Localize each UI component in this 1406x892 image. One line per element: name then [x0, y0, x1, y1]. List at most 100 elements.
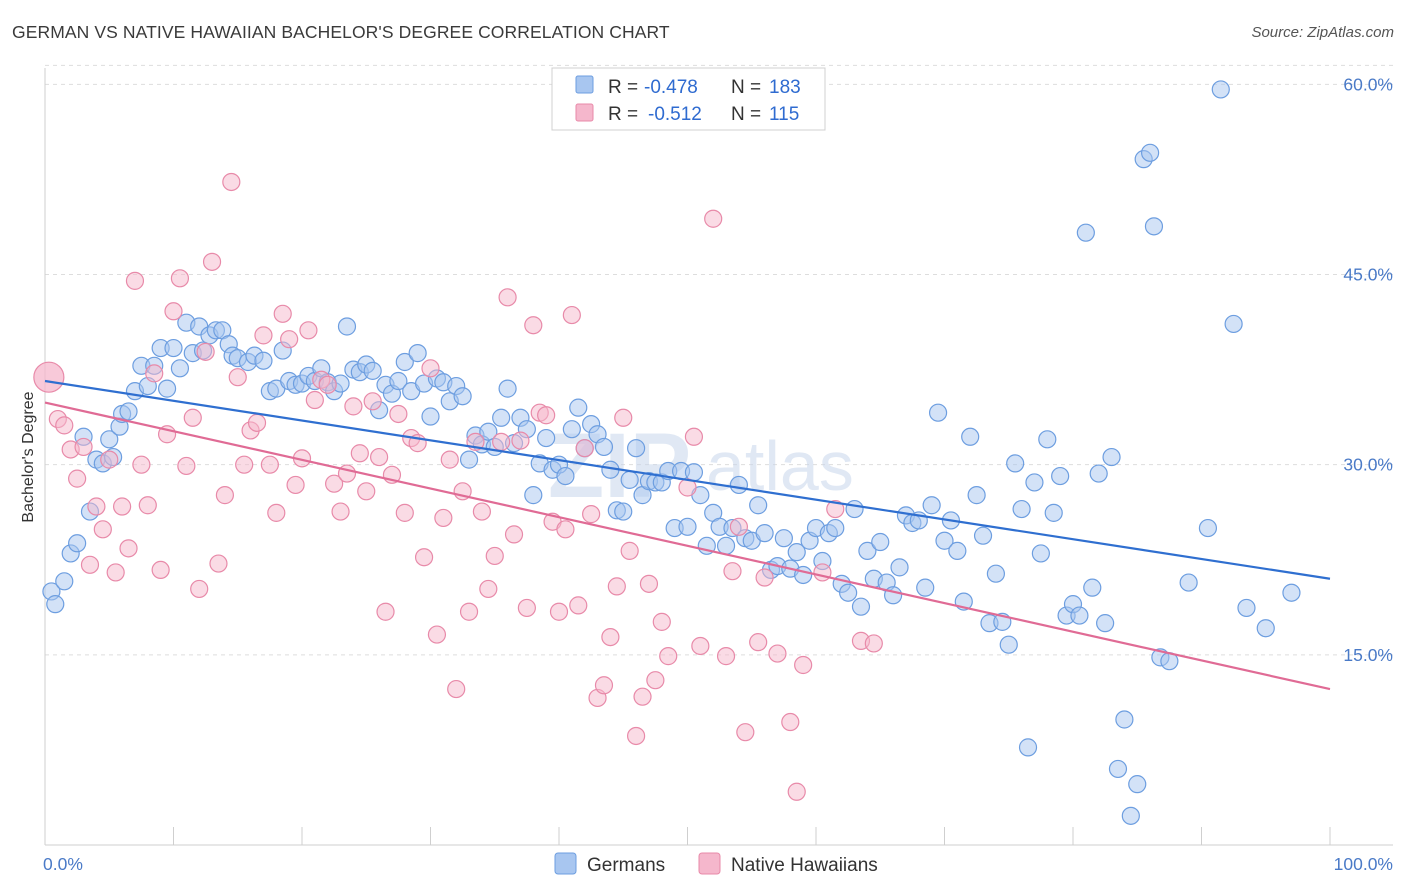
native-hawaiians-point [447, 679, 466, 699]
germans-point [1121, 806, 1140, 825]
germans-point [537, 428, 556, 448]
native-hawaiians-point [215, 486, 234, 505]
germans-point [421, 407, 440, 426]
native-hawaiians-point [459, 602, 479, 621]
legend-r-label-0: R = [608, 77, 638, 98]
germans-point [1012, 499, 1031, 519]
germans-point [826, 518, 845, 538]
germans-point [46, 595, 65, 614]
native-hawaiians-point [196, 342, 215, 361]
germans-point [749, 496, 768, 515]
bottom-legend-germans: Germans [587, 855, 665, 876]
legend-n-value-1: 115 [769, 104, 799, 125]
native-hawaiians-point [729, 517, 749, 536]
native-hawaiians-point [228, 368, 247, 387]
native-hawaiians-point [80, 555, 100, 574]
source-label: Source: ZipAtlas.com [1251, 24, 1394, 41]
native-hawaiians-point [74, 437, 93, 457]
native-hawaiians-point [794, 655, 813, 675]
native-hawaiians-point [639, 574, 659, 593]
native-hawaiians-point [421, 359, 440, 378]
native-hawaiians-point [267, 503, 286, 522]
native-hawaiians-point [684, 427, 704, 446]
germans-point [389, 371, 408, 391]
native-hawaiians-point [389, 404, 408, 424]
native-hawaiians-point [594, 676, 614, 695]
legend-r-value-1: -0.512 [648, 104, 702, 125]
bottom-legend-swatch-native-hawaiians [698, 852, 721, 875]
y-tick-label-15: 15.0% [1343, 645, 1393, 665]
native-hawaiians-trend-line [44, 401, 1331, 691]
germans-point [626, 439, 646, 458]
native-hawaiians-point [562, 305, 581, 325]
native-hawaiians-point [305, 390, 324, 410]
germans-point [1211, 80, 1230, 99]
native-hawaiians-point [440, 450, 459, 469]
native-hawaiians-point [363, 392, 382, 411]
germans-point [524, 486, 543, 505]
germans-point [337, 317, 357, 336]
native-hawaiians-point [633, 687, 652, 706]
native-hawaiians-point [209, 554, 228, 573]
native-hawaiians-point [549, 602, 569, 621]
native-hawaiians-point [164, 302, 183, 321]
germans-point [1140, 143, 1160, 162]
germans-point [774, 529, 793, 548]
native-hawaiians-point [749, 633, 768, 652]
native-hawaiians-point [318, 375, 337, 394]
germans-point [1044, 503, 1063, 522]
germans-point [492, 408, 511, 427]
germans-point [157, 379, 177, 398]
germans-point [1256, 619, 1275, 638]
germans-point [871, 532, 890, 552]
native-hawaiians-point [652, 612, 671, 631]
native-hawaiians-point [659, 647, 678, 666]
native-hawaiians-point [370, 447, 389, 467]
native-hawaiians-point [781, 712, 800, 732]
native-hawaiians-point [55, 416, 74, 435]
germans-point [100, 430, 119, 449]
germans-point [787, 543, 806, 562]
native-hawaiians-point [119, 539, 138, 558]
germans-point [716, 536, 736, 555]
germans-point [459, 450, 479, 469]
native-hawaiians-point [492, 432, 511, 451]
native-hawaiians-point [247, 413, 267, 432]
native-hawaiians-point [145, 364, 164, 383]
legend-r-label-1: R = [608, 104, 638, 125]
native-hawaiians-point [299, 321, 318, 340]
germans-point [1102, 447, 1121, 467]
germans-point [999, 635, 1018, 654]
native-hawaiians-point [768, 644, 787, 663]
native-hawaiians-point [183, 408, 202, 427]
legend-swatch-native-hawaiians [575, 103, 594, 122]
native-hawaiians-point [280, 330, 299, 349]
germans-point [986, 564, 1006, 583]
germans-point [890, 558, 909, 577]
native-hawaiians-point [106, 563, 125, 582]
germans-point [1282, 583, 1301, 602]
y-tick-label-60: 60.0% [1343, 74, 1393, 94]
germans-point [839, 583, 858, 602]
germans-point [948, 541, 967, 560]
native-hawaiians-point [151, 560, 170, 580]
germans-point [254, 351, 273, 370]
germans-point [620, 470, 639, 489]
native-hawaiians-point [331, 502, 350, 521]
native-hawaiians-point [190, 579, 209, 599]
native-hawaiians-point [691, 636, 710, 656]
germans-point [1038, 430, 1057, 449]
native-hawaiians-point [132, 455, 151, 474]
native-hawaiians-point [607, 577, 626, 596]
native-hawaiians-point [511, 431, 530, 450]
germans-point [479, 422, 498, 441]
germans-point [119, 402, 138, 421]
germans-point [453, 387, 472, 406]
native-hawaiians-point [350, 444, 369, 463]
germans-point [562, 420, 581, 439]
germans-point [614, 502, 633, 521]
native-hawaiians-point [177, 456, 196, 476]
native-hawaiians-point [864, 634, 883, 653]
legend-swatch-germans [575, 75, 594, 94]
native-hawaiians-point [537, 406, 556, 425]
